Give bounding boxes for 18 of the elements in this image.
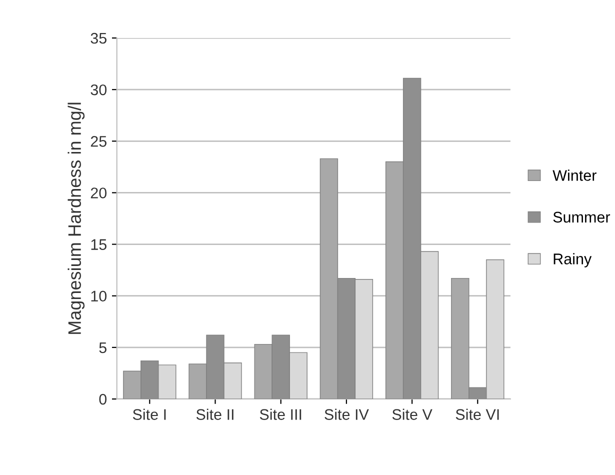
- y-tick-label: 10: [91, 290, 107, 302]
- y-tick-label: 30: [90, 84, 107, 96]
- legend-label: Rainy: [554, 253, 592, 268]
- legend-label: Summer: [553, 212, 610, 223]
- x-tick-label: Site IV: [324, 408, 369, 420]
- x-tick-label: Site VI: [456, 408, 499, 420]
- legend-label: Winter: [552, 170, 596, 181]
- y-tick-label: 0: [99, 394, 107, 405]
- y-tick-label: 15: [91, 239, 106, 250]
- y-tick-label: 5: [99, 342, 106, 354]
- x-tick-label: Site I: [132, 408, 166, 420]
- y-tick-label: 25: [90, 136, 106, 147]
- y-tick-label: 20: [90, 188, 107, 198]
- x-tick-label: Site V: [392, 408, 432, 420]
- y-axis-title: Magnesium Hardness in mg/l: [68, 102, 85, 334]
- x-tick-label: Site II: [196, 408, 234, 420]
- y-tick-label: 35: [90, 32, 106, 44]
- x-tick-label: Site III: [260, 408, 302, 420]
